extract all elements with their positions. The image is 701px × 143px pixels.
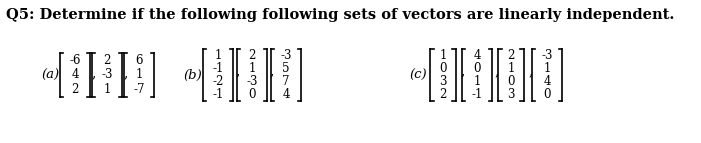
Text: 2: 2 — [440, 88, 447, 101]
Text: 3: 3 — [440, 75, 447, 88]
Text: 0: 0 — [473, 62, 481, 75]
Text: 0: 0 — [440, 62, 447, 75]
Text: ,: , — [270, 64, 274, 78]
Text: 4: 4 — [473, 49, 481, 62]
Text: 0: 0 — [248, 88, 256, 101]
Text: -3: -3 — [541, 49, 553, 62]
Text: 3: 3 — [508, 88, 515, 101]
Text: 1: 1 — [543, 62, 551, 75]
Text: 2: 2 — [103, 54, 111, 67]
Text: 1: 1 — [103, 83, 111, 96]
Text: 2: 2 — [248, 49, 256, 62]
Text: 4: 4 — [283, 88, 290, 101]
Text: 1: 1 — [215, 49, 222, 62]
Text: Q5: Determine if the following following sets of vectors are linearly independen: Q5: Determine if the following following… — [6, 8, 674, 22]
Text: -6: -6 — [69, 54, 81, 67]
Text: -3: -3 — [246, 75, 258, 88]
Text: 4: 4 — [72, 68, 79, 82]
Text: 6: 6 — [135, 54, 143, 67]
Text: 2: 2 — [72, 83, 79, 96]
Text: -3: -3 — [101, 68, 113, 82]
Text: (a): (a) — [41, 68, 59, 82]
Text: ,: , — [124, 66, 128, 80]
Text: ,: , — [529, 64, 533, 78]
Text: ,: , — [495, 64, 499, 78]
Text: (b): (b) — [184, 68, 203, 82]
Text: (c): (c) — [409, 68, 427, 82]
Text: -3: -3 — [280, 49, 292, 62]
Text: -2: -2 — [212, 75, 224, 88]
Text: 2: 2 — [508, 49, 515, 62]
Text: 0: 0 — [508, 75, 515, 88]
Text: 1: 1 — [135, 68, 143, 82]
Text: 1: 1 — [508, 62, 515, 75]
Text: ,: , — [92, 66, 96, 80]
Text: 1: 1 — [473, 75, 481, 88]
Text: 7: 7 — [283, 75, 290, 88]
Text: -1: -1 — [212, 62, 224, 75]
Text: 1: 1 — [248, 62, 256, 75]
Text: ,: , — [236, 64, 240, 78]
Text: ,: , — [461, 64, 465, 78]
Text: 5: 5 — [283, 62, 290, 75]
Text: 1: 1 — [440, 49, 447, 62]
Text: -1: -1 — [212, 88, 224, 101]
Text: 0: 0 — [543, 88, 551, 101]
Text: 4: 4 — [543, 75, 551, 88]
Text: -7: -7 — [133, 83, 144, 96]
Text: -1: -1 — [471, 88, 483, 101]
